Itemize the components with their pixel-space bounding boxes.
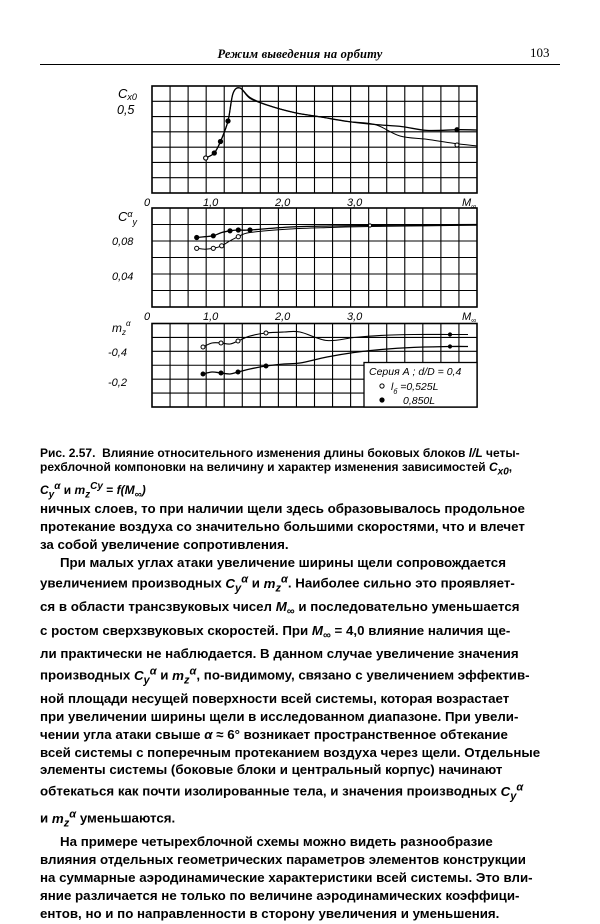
svg-text:0: 0 — [144, 311, 151, 323]
svg-text:3,0: 3,0 — [347, 197, 363, 209]
svg-text:0,04: 0,04 — [112, 271, 133, 283]
svg-text:2,0: 2,0 — [274, 197, 291, 209]
svg-text:M∞: M∞ — [462, 311, 476, 325]
svg-text:-0,2: -0,2 — [108, 377, 127, 389]
svg-text:3,0: 3,0 — [347, 311, 363, 323]
svg-text:2,0: 2,0 — [274, 311, 291, 323]
svg-text:0,08: 0,08 — [112, 236, 134, 248]
svg-text:1,0: 1,0 — [203, 197, 219, 209]
svg-text:Cx0: Cx0 — [118, 86, 137, 102]
svg-text:Серия А ; d/D = 0,4: Серия А ; d/D = 0,4 — [369, 366, 461, 378]
svg-text:0,850L: 0,850L — [403, 395, 435, 407]
svg-text:1,0: 1,0 — [203, 311, 219, 323]
svg-text:Cαy: Cαy — [118, 209, 138, 227]
svg-text:-0,4: -0,4 — [108, 347, 127, 359]
svg-text:mzα: mzα — [112, 319, 131, 337]
svg-text:0,5: 0,5 — [117, 103, 134, 117]
svg-text:0: 0 — [144, 197, 151, 209]
